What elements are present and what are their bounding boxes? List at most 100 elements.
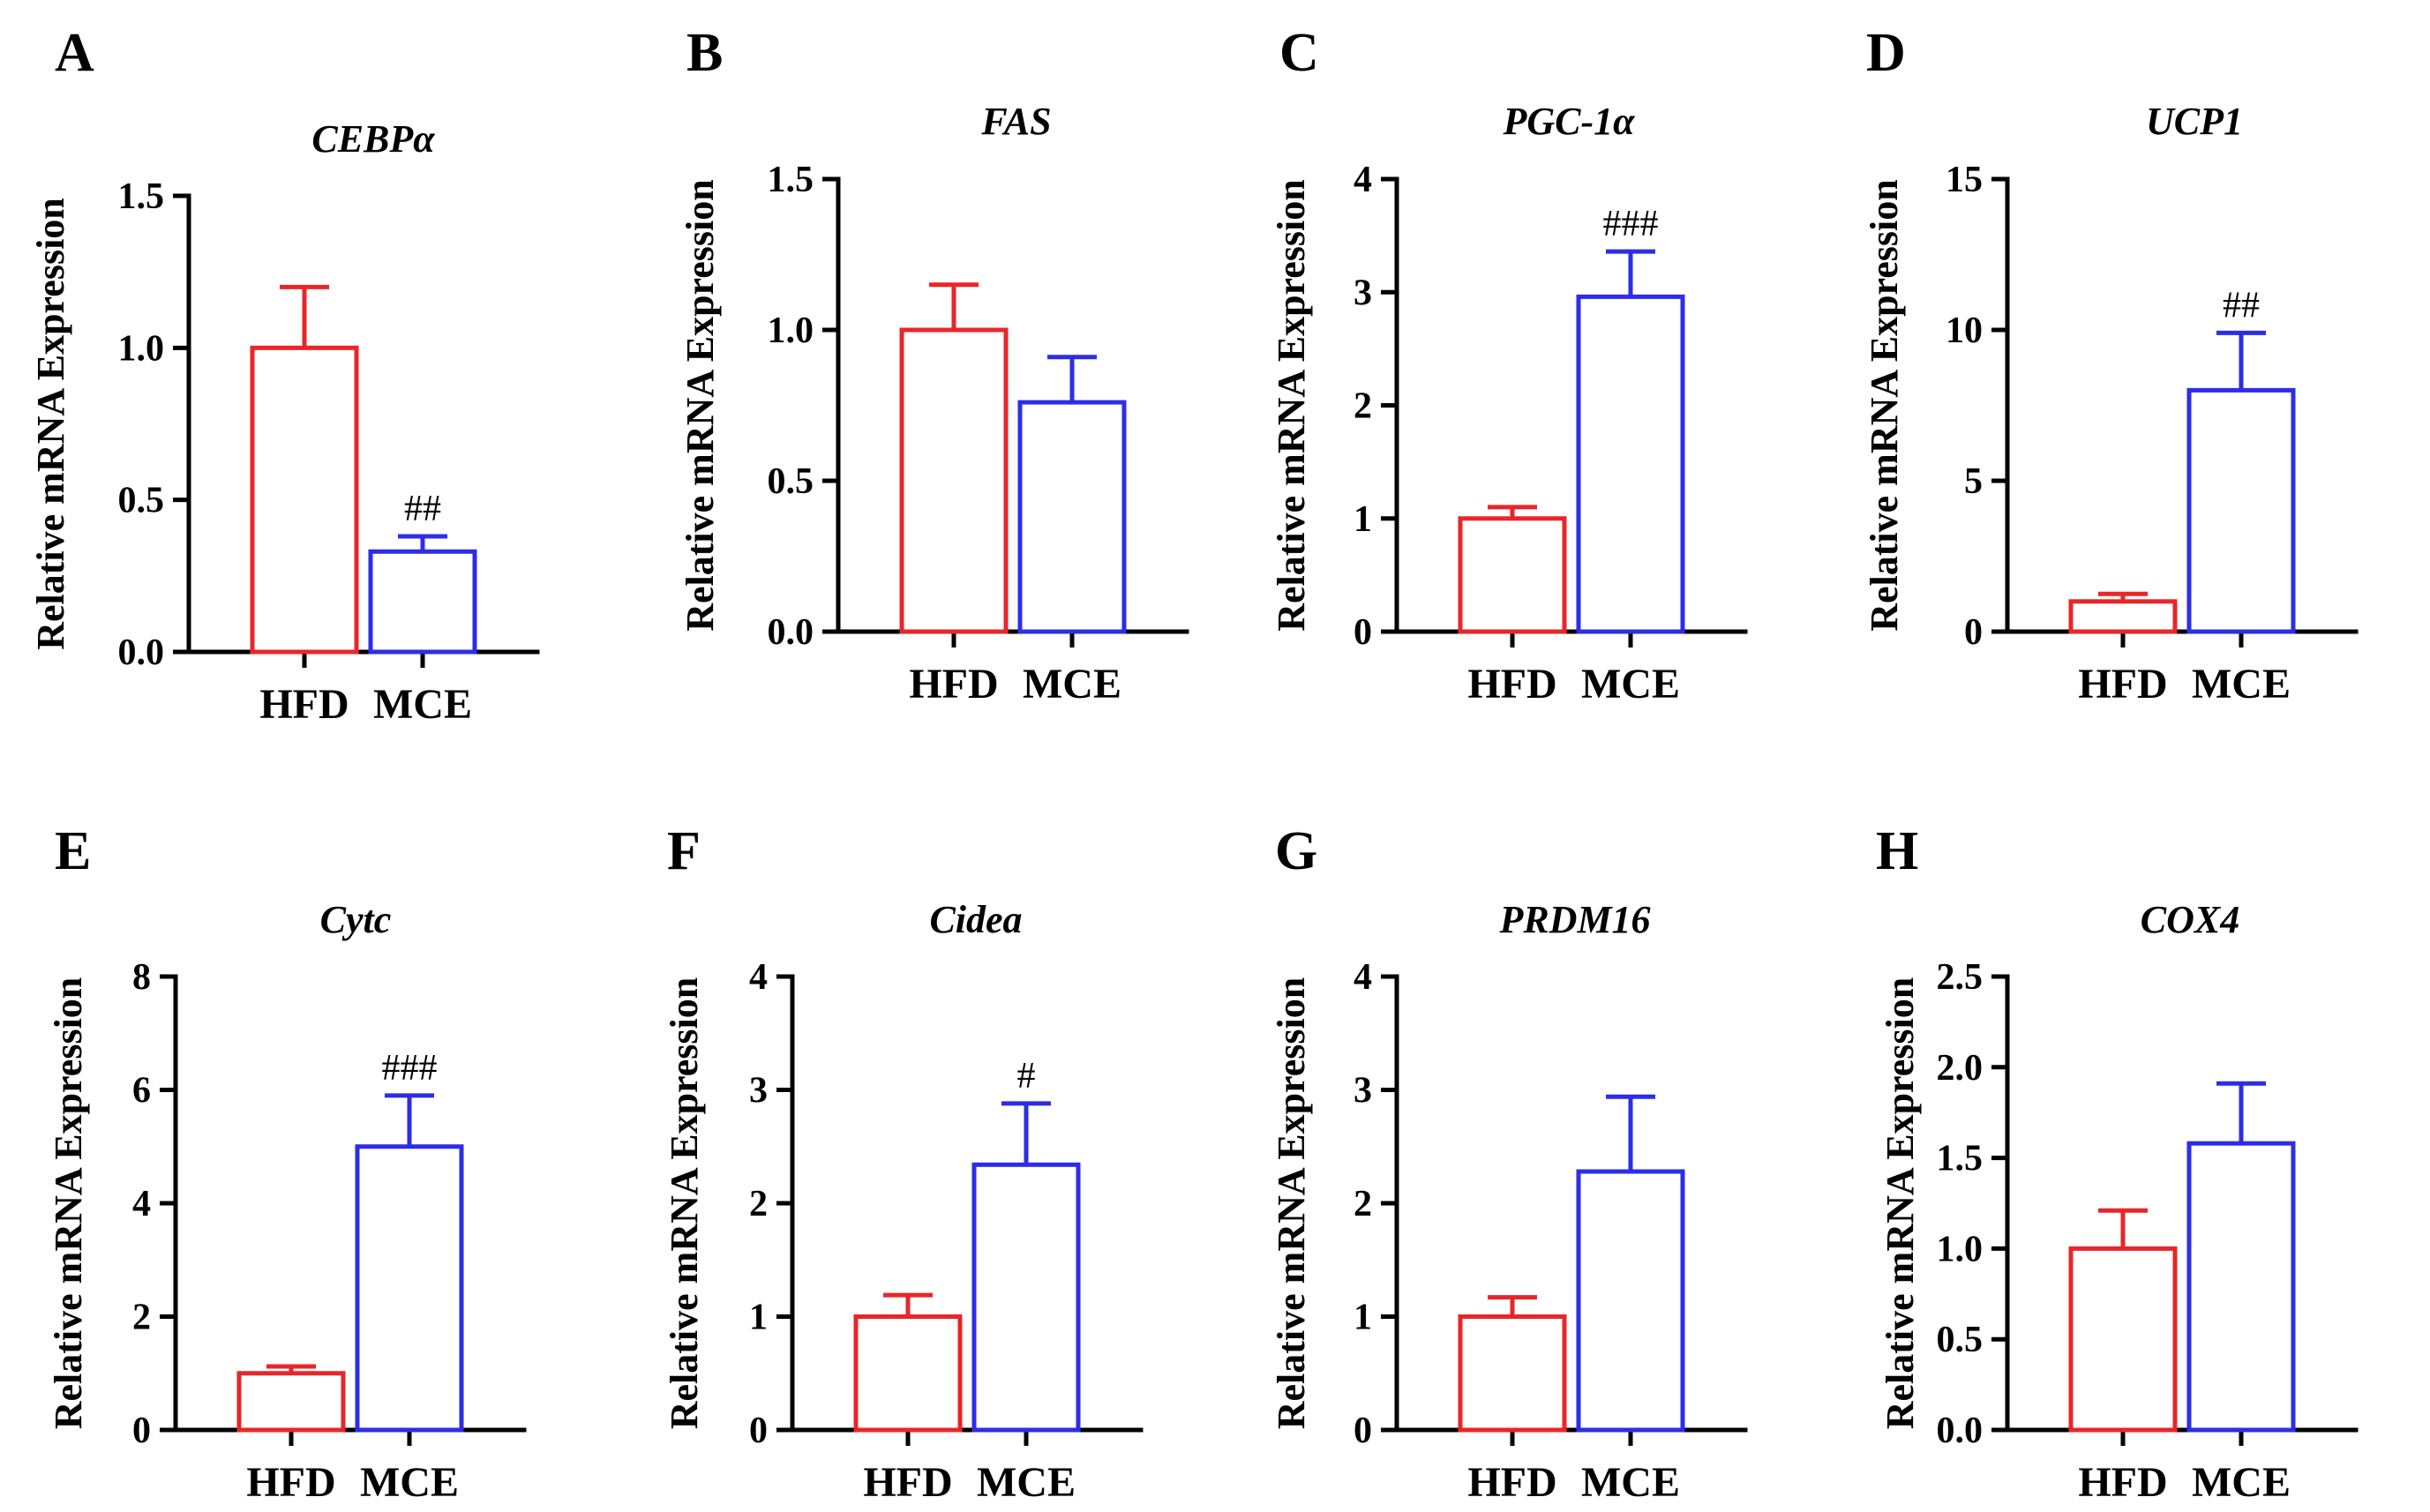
y-tick-label: 1.0 xyxy=(768,311,814,351)
significance-label: ## xyxy=(2223,285,2260,326)
y-tick-label: 3 xyxy=(1354,1071,1372,1112)
y-tick-label: 6 xyxy=(132,1071,151,1112)
y-tick-label: 2 xyxy=(1354,386,1372,427)
chart-title: PRDM16 xyxy=(1498,898,1650,941)
chart-panel-a: A CEBPα Relative mRNA Expression 0.0 0.5 1.0 1… xyxy=(29,23,540,728)
panel-letter: C xyxy=(1279,23,1319,83)
panel-letter: D xyxy=(1866,23,1906,83)
y-axis-label: Relative mRNA Expression xyxy=(1270,179,1313,632)
y-tick-label: 2.5 xyxy=(1937,957,1984,998)
chart-title: CEBPα xyxy=(311,117,435,161)
bar-hfd xyxy=(2068,1246,2178,1433)
panel-letter: E xyxy=(55,821,91,881)
x-tick-label: HFD xyxy=(259,681,349,728)
bar-mce xyxy=(2186,1141,2296,1433)
bar-hfd xyxy=(1458,1314,1567,1433)
chart-panel-g: G PRDM16 Relative mRNA Expression 0 1 2 3 4 HFD M… xyxy=(1270,821,1748,1506)
bar-hfd xyxy=(2068,599,2178,634)
y-tick-label: 4 xyxy=(1354,160,1372,200)
bar-mce xyxy=(1576,294,1685,634)
y-tick-label: 4 xyxy=(132,1184,151,1224)
y-tick-label: 3 xyxy=(749,1071,768,1112)
bar-mce xyxy=(1576,1169,1685,1433)
x-tick-label: HFD xyxy=(1467,661,1556,707)
x-tick-label: HFD xyxy=(246,1459,335,1506)
x-tick-label: MCE xyxy=(373,681,472,728)
y-tick-label: 15 xyxy=(1946,160,1983,200)
x-tick-label: HFD xyxy=(909,661,998,707)
significance-label: ### xyxy=(382,1048,438,1089)
chart-title: UCP1 xyxy=(2146,100,2243,143)
panel-letter: H xyxy=(1876,821,1918,881)
significance-label: ### xyxy=(1603,204,1659,244)
chart-title: Cytc xyxy=(320,898,392,941)
y-tick-label: 4 xyxy=(1354,957,1372,998)
y-axis-label: Relative mRNA Expression xyxy=(679,179,722,632)
chart-panel-c: C PGC-1α Relative mRNA Expression 0 1 2 3 4 HFD M… xyxy=(1270,23,1748,707)
y-tick-label: 1 xyxy=(1354,1298,1372,1338)
y-tick-label: 0.0 xyxy=(118,632,165,673)
x-tick-label: MCE xyxy=(2192,661,2291,707)
chart-panel-h: H COX4 Relative mRNA Expression 0.0 0.5 1.0 1.… xyxy=(1876,821,2359,1506)
y-axis-label: Relative mRNA Expression xyxy=(1270,977,1313,1430)
x-tick-label: HFD xyxy=(2078,661,2167,707)
bar-mce xyxy=(368,549,477,655)
chart-panel-d: D UCP1 Relative mRNA Expression 0 5 10 15 HFD MC… xyxy=(1863,23,2359,707)
y-tick-label: 0.5 xyxy=(118,481,165,521)
y-axis-label: Relative mRNA Expression xyxy=(663,977,706,1430)
y-tick-label: 0 xyxy=(1354,1411,1372,1451)
y-tick-label: 0 xyxy=(132,1411,151,1451)
chart-title: Cidea xyxy=(929,898,1022,941)
significance-label: ## xyxy=(404,489,441,529)
y-tick-label: 2 xyxy=(132,1298,151,1338)
chart-title: FAS xyxy=(980,100,1051,143)
bar-hfd xyxy=(899,327,1009,634)
bar-hfd xyxy=(236,1371,346,1433)
y-tick-label: 2 xyxy=(749,1184,768,1224)
y-tick-label: 0 xyxy=(749,1411,768,1451)
y-tick-label: 1 xyxy=(749,1298,768,1338)
panel-letter: B xyxy=(686,23,723,83)
bar-hfd xyxy=(250,345,359,655)
x-tick-label: MCE xyxy=(1581,661,1680,707)
y-tick-label: 1 xyxy=(1354,499,1372,540)
chart-panel-e: E Cytc Relative mRNA Expression 0 2 4 6 8 HFD MCE… xyxy=(47,821,527,1506)
y-tick-label: 0 xyxy=(1354,612,1372,653)
y-tick-label: 10 xyxy=(1946,311,1983,351)
y-tick-label: 0.5 xyxy=(768,461,814,502)
x-tick-label: MCE xyxy=(1023,661,1121,707)
bar-mce xyxy=(971,1162,1081,1433)
y-tick-label: 0 xyxy=(1964,612,1983,653)
panel-letter: A xyxy=(55,23,94,83)
y-tick-label: 0.0 xyxy=(1937,1411,1984,1451)
y-tick-label: 1.5 xyxy=(118,176,165,217)
x-tick-label: HFD xyxy=(863,1459,952,1506)
chart-panel-b: B FAS Relative mRNA Expression 0.0 0.5 1.0 1.5… xyxy=(679,23,1189,707)
y-axis-label: Relative mRNA Expression xyxy=(29,198,72,650)
x-tick-label: MCE xyxy=(977,1459,1076,1506)
x-tick-label: HFD xyxy=(1467,1459,1556,1506)
bar-hfd xyxy=(853,1314,963,1433)
bar-mce xyxy=(1017,400,1127,634)
y-tick-label: 1.0 xyxy=(1937,1229,1984,1269)
chart-panel-f: F Cidea Relative mRNA Expression 0 1 2 3 4 HFD MC… xyxy=(663,821,1144,1506)
y-tick-label: 1.5 xyxy=(768,160,814,200)
panel-letter: F xyxy=(667,821,701,881)
y-axis-label: Relative mRNA Expression xyxy=(1879,977,1922,1430)
y-tick-label: 0.5 xyxy=(1937,1320,1984,1360)
y-axis-label: Relative mRNA Expression xyxy=(47,977,90,1430)
y-tick-label: 3 xyxy=(1354,273,1372,313)
y-tick-label: 1.5 xyxy=(1937,1139,1984,1179)
bar-mce xyxy=(2186,387,2296,634)
y-axis-label: Relative mRNA Expression xyxy=(1863,179,1906,632)
x-tick-label: MCE xyxy=(1581,1459,1680,1506)
x-tick-label: MCE xyxy=(360,1459,459,1506)
bar-mce xyxy=(355,1144,464,1433)
y-tick-label: 8 xyxy=(132,957,151,998)
chart-title: PGC-1α xyxy=(1503,100,1636,143)
y-tick-label: 5 xyxy=(1964,461,1983,502)
y-tick-label: 1.0 xyxy=(118,328,165,369)
y-tick-label: 2 xyxy=(1354,1184,1372,1224)
y-tick-label: 2.0 xyxy=(1937,1048,1984,1089)
